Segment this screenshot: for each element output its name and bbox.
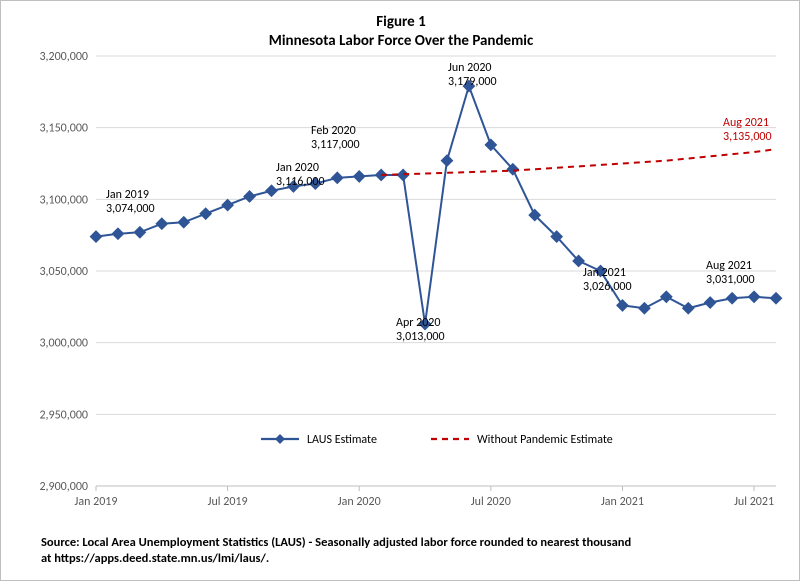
svg-text:3,200,000: 3,200,000: [39, 50, 88, 64]
svg-text:Jun 2020: Jun 2020: [448, 61, 491, 75]
svg-text:2,900,000: 2,900,000: [39, 480, 88, 494]
svg-text:3,117,000: 3,117,000: [311, 138, 360, 152]
svg-text:Jul 2021: Jul 2021: [734, 495, 774, 509]
svg-text:3,100,000: 3,100,000: [39, 193, 88, 207]
annotation: Aug 20213,031,000: [706, 259, 755, 287]
svg-text:Jan 2020: Jan 2020: [338, 495, 381, 509]
svg-text:Feb 2020: Feb 2020: [311, 124, 356, 138]
annotation: Jun 20203,179,000: [448, 61, 497, 89]
svg-text:Jan 2019: Jan 2019: [75, 495, 118, 509]
svg-text:Apr 2020: Apr 2020: [396, 316, 440, 330]
svg-text:3,031,000: 3,031,000: [706, 273, 755, 287]
svg-text:Aug 2021: Aug 2021: [723, 116, 769, 130]
annotation: Jan 20203,116,000: [276, 161, 325, 189]
annotation: Aug 20213,135,000: [723, 116, 772, 144]
svg-text:3,135,000: 3,135,000: [723, 130, 772, 144]
labor-force-chart: Figure 1 Minnesota Labor Force Over the …: [1, 1, 800, 582]
svg-text:3,026,000: 3,026,000: [583, 280, 632, 294]
figure-number: Figure 1: [376, 13, 426, 31]
annotation: Apr 20203,013,000: [396, 316, 445, 344]
svg-text:at https://apps.deed.state.mn.: at https://apps.deed.state.mn.us/lmi/lau…: [41, 551, 269, 566]
svg-text:Jul 2020: Jul 2020: [471, 495, 511, 509]
x-axis-ticks: Jan 2019 Jul 2019 Jan 2020 Jul 2020 Jan 2021…: [75, 486, 774, 509]
gridlines: [96, 56, 776, 486]
svg-text:3,150,000: 3,150,000: [39, 122, 88, 136]
legend: LAUS Estimate Without Pandemic Estimate: [261, 433, 613, 447]
svg-text:3,179,000: 3,179,000: [448, 75, 497, 89]
svg-text:3,116,000: 3,116,000: [276, 175, 325, 189]
chart-container: { "figure": { "title_line1": "Figure 1",…: [0, 0, 800, 581]
svg-text:3,013,000: 3,013,000: [396, 330, 445, 344]
annotation: Jan 20213,026,000: [583, 266, 632, 294]
svg-text:2,950,000: 2,950,000: [39, 408, 88, 422]
svg-text:Aug 2021: Aug 2021: [706, 259, 752, 273]
svg-text:Jan 2020: Jan 2020: [276, 161, 319, 175]
svg-text:3,000,000: 3,000,000: [39, 337, 88, 351]
annotation: Jan 20193,074,000: [106, 188, 155, 216]
y-axis-ticks: 2,900,000 2,950,000 3,000,000 3,050,000 3,10…: [39, 50, 88, 494]
svg-text:Jan 2019: Jan 2019: [106, 188, 149, 202]
annotations-group: Jan 20193,074,000 Jan 20203,116,000 Feb 20…: [106, 61, 772, 344]
svg-text:Jan 2021: Jan 2021: [601, 495, 644, 509]
svg-text:3,074,000: 3,074,000: [106, 202, 155, 216]
annotation: Feb 20203,117,000: [311, 124, 360, 152]
source-citation: Source: Local Area Unemployment Statisti…: [41, 535, 631, 566]
chart-title: Minnesota Labor Force Over the Pandemic: [269, 32, 534, 50]
svg-text:Source: Local Area Unemploymen: Source: Local Area Unemployment Statisti…: [41, 535, 631, 550]
svg-text:Jan 2021: Jan 2021: [583, 266, 626, 280]
svg-text:3,050,000: 3,050,000: [39, 265, 88, 279]
svg-text:Jul 2019: Jul 2019: [208, 495, 248, 509]
svg-text:Without Pandemic Estimate: Without Pandemic Estimate: [477, 433, 613, 447]
svg-text:LAUS Estimate: LAUS Estimate: [307, 433, 377, 447]
series-group: [91, 81, 781, 329]
